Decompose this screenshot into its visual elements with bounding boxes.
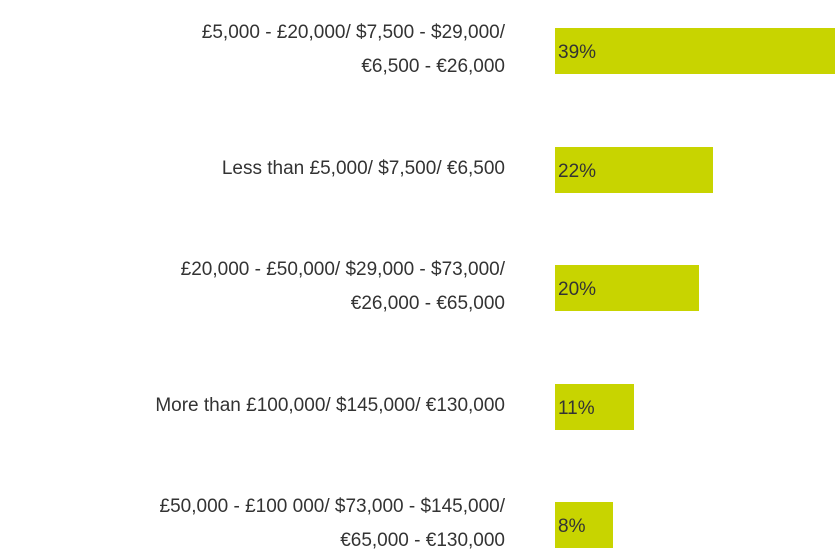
bar <box>555 383 635 430</box>
category-label: £5,000 - £20,000/ $7,500 - $29,000/ €6,5… <box>201 22 505 77</box>
category-label: £50,000 - £100 000/ $73,000 - $145,000/ … <box>159 496 505 551</box>
bar <box>555 28 835 74</box>
value-label: 20% <box>558 279 597 300</box>
bar <box>555 265 699 311</box>
category-label: More than £100,000/ $145,000/ €130,000 <box>155 394 505 416</box>
value-label: 11% <box>558 397 595 419</box>
value-label: 22% <box>558 160 597 182</box>
value-label: 8% <box>558 516 586 537</box>
category-label: £20,000 - £50,000/ $29,000 - $73,000/ €2… <box>180 259 505 314</box>
value-label: 39% <box>558 42 597 63</box>
bar <box>555 146 714 193</box>
bar <box>555 502 613 548</box>
category-label: Less than £5,000/ $7,500/ €6,500 <box>221 157 505 179</box>
